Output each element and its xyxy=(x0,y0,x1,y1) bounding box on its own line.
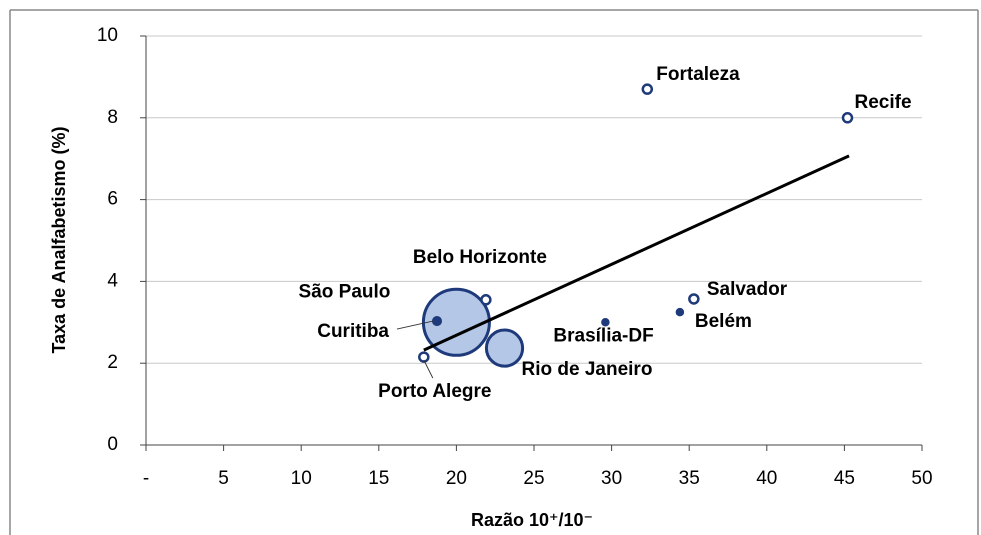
point-label: Salvador xyxy=(707,279,788,300)
y-tick-label: 6 xyxy=(107,189,118,210)
x-tick-label: 5 xyxy=(218,468,229,489)
trendline xyxy=(423,154,850,352)
x-tick-label: 25 xyxy=(523,468,544,489)
x-tick-label: 10 xyxy=(291,468,312,489)
x-tick-label: 50 xyxy=(911,468,932,489)
bubble xyxy=(421,287,491,357)
point-label: Belo Horizonte xyxy=(413,247,547,268)
x-tick-label: 30 xyxy=(601,468,622,489)
y-tick-label: 4 xyxy=(107,270,118,291)
x-tick-label: 15 xyxy=(368,468,389,489)
y-tick-label: 8 xyxy=(107,107,118,128)
point-label: Rio de Janeiro xyxy=(522,359,653,380)
x-tick-label: 35 xyxy=(679,468,700,489)
x-tick-label: 40 xyxy=(756,468,777,489)
y-tick-label: 0 xyxy=(107,434,118,455)
point-label: São Paulo xyxy=(299,281,391,302)
point-label: Brasília-DF xyxy=(553,325,653,346)
leader-line xyxy=(423,359,434,379)
bubble xyxy=(675,307,685,317)
bubble xyxy=(601,318,610,327)
bubble xyxy=(431,316,443,327)
point-label: Porto Alegre xyxy=(378,381,491,402)
y-tick-label: 10 xyxy=(97,25,118,46)
x-tick-label: 20 xyxy=(446,468,467,489)
y-axis-title: Taxa de Analfabetismo (%) xyxy=(49,126,69,353)
x-tick-label: - xyxy=(143,468,149,489)
bubble xyxy=(480,294,492,306)
point-label: Fortaleza xyxy=(656,64,740,85)
y-tick-label: 2 xyxy=(107,352,118,373)
bubble xyxy=(641,83,654,95)
bubble xyxy=(484,328,525,368)
bubble xyxy=(688,293,700,305)
point-label: Recife xyxy=(855,92,912,113)
x-axis-title: Razão 10⁺/10⁻ xyxy=(471,510,593,530)
bubble xyxy=(418,351,430,363)
leader-line xyxy=(396,320,434,330)
point-label: Belém xyxy=(695,311,752,332)
point-label: Curitiba xyxy=(317,321,389,342)
bubble xyxy=(841,112,854,124)
x-tick-label: 45 xyxy=(834,468,855,489)
